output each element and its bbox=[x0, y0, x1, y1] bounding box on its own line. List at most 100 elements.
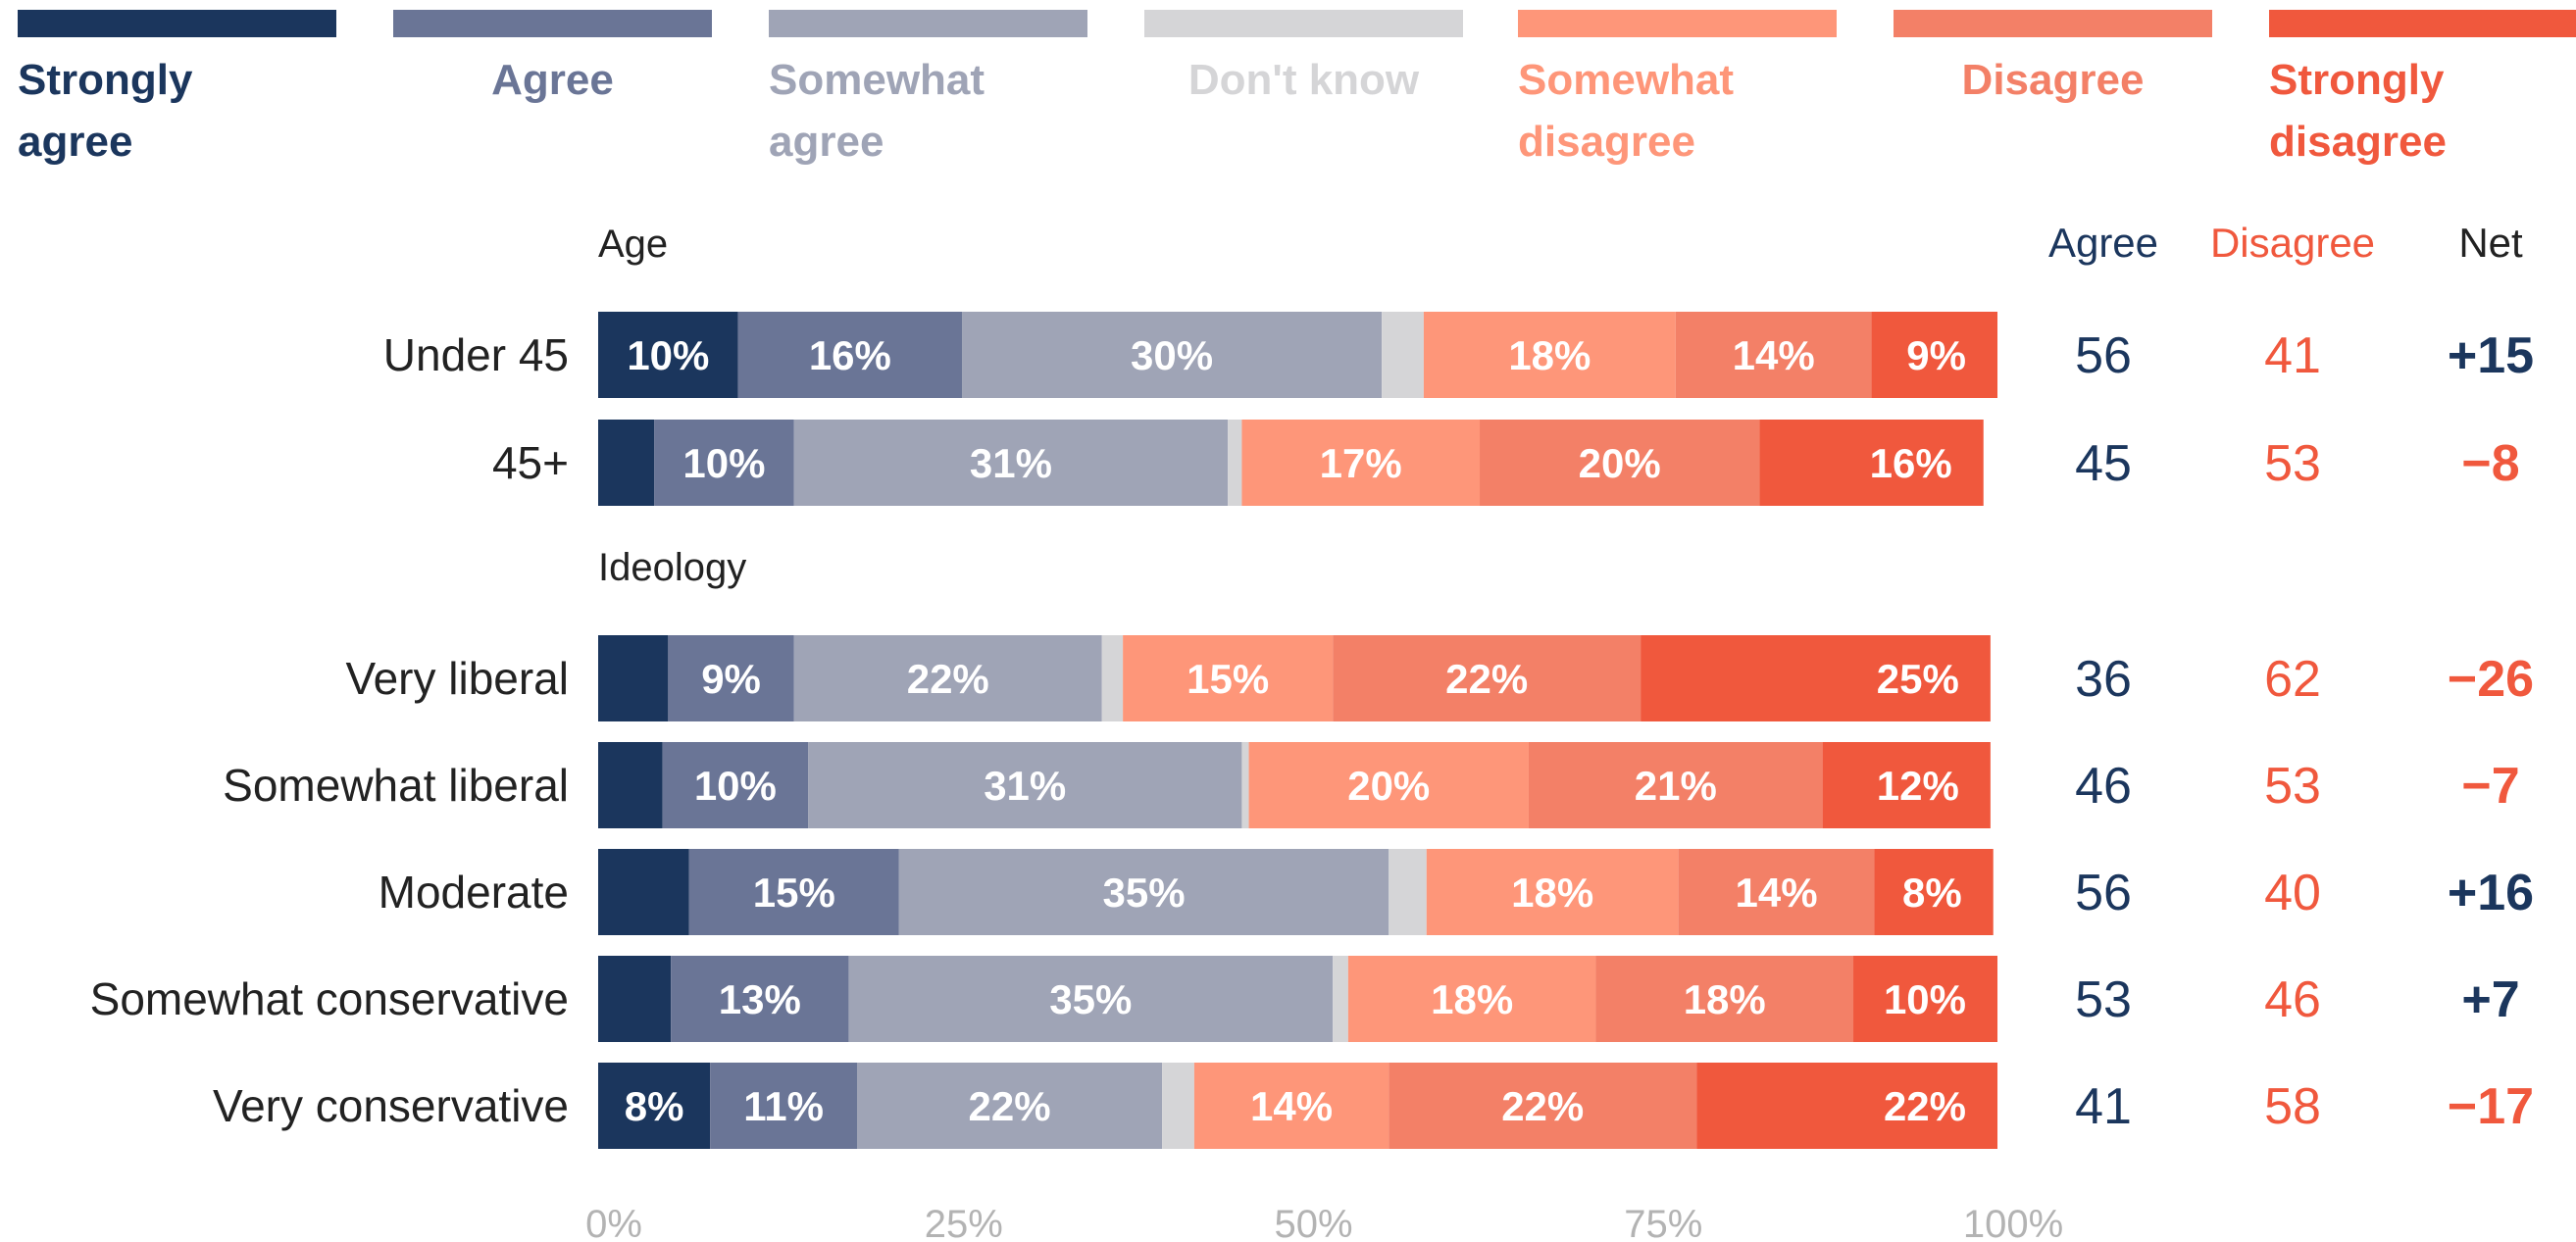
bar-segment bbox=[688, 849, 899, 935]
bar-segment bbox=[962, 312, 1383, 398]
disagree-total: 40 bbox=[2264, 865, 2321, 921]
legend-item: Somewhat agree bbox=[769, 10, 1087, 173]
disagree-total: 58 bbox=[2264, 1078, 2321, 1135]
bar-segment bbox=[1162, 1063, 1194, 1149]
agree-total: 56 bbox=[2075, 865, 2132, 921]
bar-value-label: 31% bbox=[970, 440, 1052, 486]
bar-segment bbox=[1248, 742, 1529, 828]
bar-value-label: 15% bbox=[753, 869, 835, 916]
agree-total: 46 bbox=[2075, 758, 2132, 815]
disagree-total: 46 bbox=[2264, 971, 2321, 1028]
bar-value-label: 30% bbox=[1131, 332, 1213, 378]
summary-header-disagree: Disagree bbox=[2210, 220, 2375, 266]
row-label: Somewhat conservative bbox=[90, 973, 569, 1024]
bar-segment bbox=[1528, 742, 1823, 828]
group-title: Ideology bbox=[598, 546, 746, 589]
bar-segment bbox=[1853, 956, 1997, 1042]
row-label: Somewhat liberal bbox=[223, 760, 569, 811]
bar-segment bbox=[1241, 420, 1481, 506]
bar-segment bbox=[1389, 849, 1427, 935]
x-tick-label: 25% bbox=[925, 1203, 1003, 1242]
x-tick-label: 100% bbox=[1963, 1203, 2063, 1242]
bar-value-label: 35% bbox=[1102, 869, 1185, 916]
bar-value-label: 25% bbox=[1877, 656, 1959, 702]
bar-value-label: 22% bbox=[969, 1083, 1051, 1129]
bar-segment bbox=[1595, 956, 1854, 1042]
bar-value-label: 18% bbox=[1431, 976, 1513, 1022]
row-label: Moderate bbox=[379, 867, 569, 918]
legend-label: Somewhat disagree bbox=[1518, 56, 1735, 166]
bar-value-label: 16% bbox=[1870, 440, 1952, 486]
agree-total: 45 bbox=[2075, 435, 2132, 492]
x-tick-label: 0% bbox=[585, 1203, 642, 1242]
legend-label: Strongly disagree bbox=[2269, 56, 2447, 166]
group-title: Age bbox=[598, 223, 668, 266]
bar-segment bbox=[598, 420, 655, 506]
bar-value-label: 13% bbox=[719, 976, 801, 1022]
bar-segment bbox=[598, 849, 689, 935]
net-value: +15 bbox=[2448, 327, 2534, 384]
bar-segment bbox=[848, 956, 1334, 1042]
bar-value-label: 14% bbox=[1733, 332, 1815, 378]
bar-segment bbox=[1241, 742, 1249, 828]
legend-label: Strongly agree bbox=[18, 56, 193, 166]
bar-segment bbox=[710, 1063, 857, 1149]
bar-value-label: 22% bbox=[1445, 656, 1528, 702]
bar-segment bbox=[1480, 420, 1760, 506]
bar-value-label: 16% bbox=[809, 332, 891, 378]
row-label: Very liberal bbox=[345, 653, 569, 704]
bar-value-label: 18% bbox=[1684, 976, 1766, 1022]
x-tick-label: 50% bbox=[1274, 1203, 1352, 1242]
bar-value-label: 22% bbox=[1884, 1083, 1966, 1129]
bar-segment bbox=[793, 635, 1102, 721]
bar-segment bbox=[598, 742, 663, 828]
bar-value-label: 18% bbox=[1508, 332, 1591, 378]
bar-segment bbox=[1333, 635, 1642, 721]
legend-swatch bbox=[1518, 10, 1837, 37]
legend-swatch bbox=[2269, 10, 2576, 37]
bar-segment bbox=[668, 635, 794, 721]
bar-segment bbox=[1874, 849, 1994, 935]
bar-segment bbox=[1228, 420, 1242, 506]
disagree-total: 62 bbox=[2264, 651, 2321, 708]
legend-label: Agree bbox=[491, 56, 614, 104]
bar-segment bbox=[1641, 635, 1991, 721]
bar-segment bbox=[598, 1063, 711, 1149]
legend-label: Don't know bbox=[1187, 56, 1420, 104]
net-value: −7 bbox=[2461, 758, 2519, 815]
bar-segment bbox=[737, 312, 963, 398]
bar-value-label: 10% bbox=[1884, 976, 1966, 1022]
bar-segment bbox=[1382, 312, 1424, 398]
bar-value-label: 20% bbox=[1347, 763, 1430, 809]
bar-segment bbox=[671, 956, 849, 1042]
bar-segment bbox=[1389, 1063, 1697, 1149]
bar-segment bbox=[654, 420, 794, 506]
bar-segment bbox=[1123, 635, 1334, 721]
legend-item: Strongly agree bbox=[18, 10, 336, 173]
net-value: −8 bbox=[2461, 435, 2519, 492]
legend-item: Agree bbox=[393, 10, 712, 111]
bar-value-label: 18% bbox=[1511, 869, 1593, 916]
x-tick-label: 75% bbox=[1624, 1203, 1702, 1242]
bar-segment bbox=[1347, 956, 1596, 1042]
agree-total: 41 bbox=[2075, 1078, 2132, 1135]
legend-swatch bbox=[769, 10, 1087, 37]
bar-value-label: 10% bbox=[627, 332, 709, 378]
row-label: Very conservative bbox=[213, 1080, 569, 1131]
legend-swatch bbox=[18, 10, 336, 37]
disagree-total: 41 bbox=[2264, 327, 2321, 384]
agree-total: 53 bbox=[2075, 971, 2132, 1028]
bar-segment bbox=[898, 849, 1389, 935]
bar-segment bbox=[1696, 1063, 1997, 1149]
agree-total: 36 bbox=[2075, 651, 2132, 708]
legend-label: Somewhat agree bbox=[769, 56, 985, 166]
bar-value-label: 22% bbox=[907, 656, 989, 702]
agree-total: 56 bbox=[2075, 327, 2132, 384]
bar-value-label: 17% bbox=[1320, 440, 1402, 486]
bar-segment bbox=[662, 742, 809, 828]
bar-segment bbox=[598, 312, 738, 398]
bar-value-label: 9% bbox=[701, 656, 761, 702]
bar-value-label: 15% bbox=[1187, 656, 1269, 702]
bar-value-label: 22% bbox=[1501, 1083, 1584, 1129]
